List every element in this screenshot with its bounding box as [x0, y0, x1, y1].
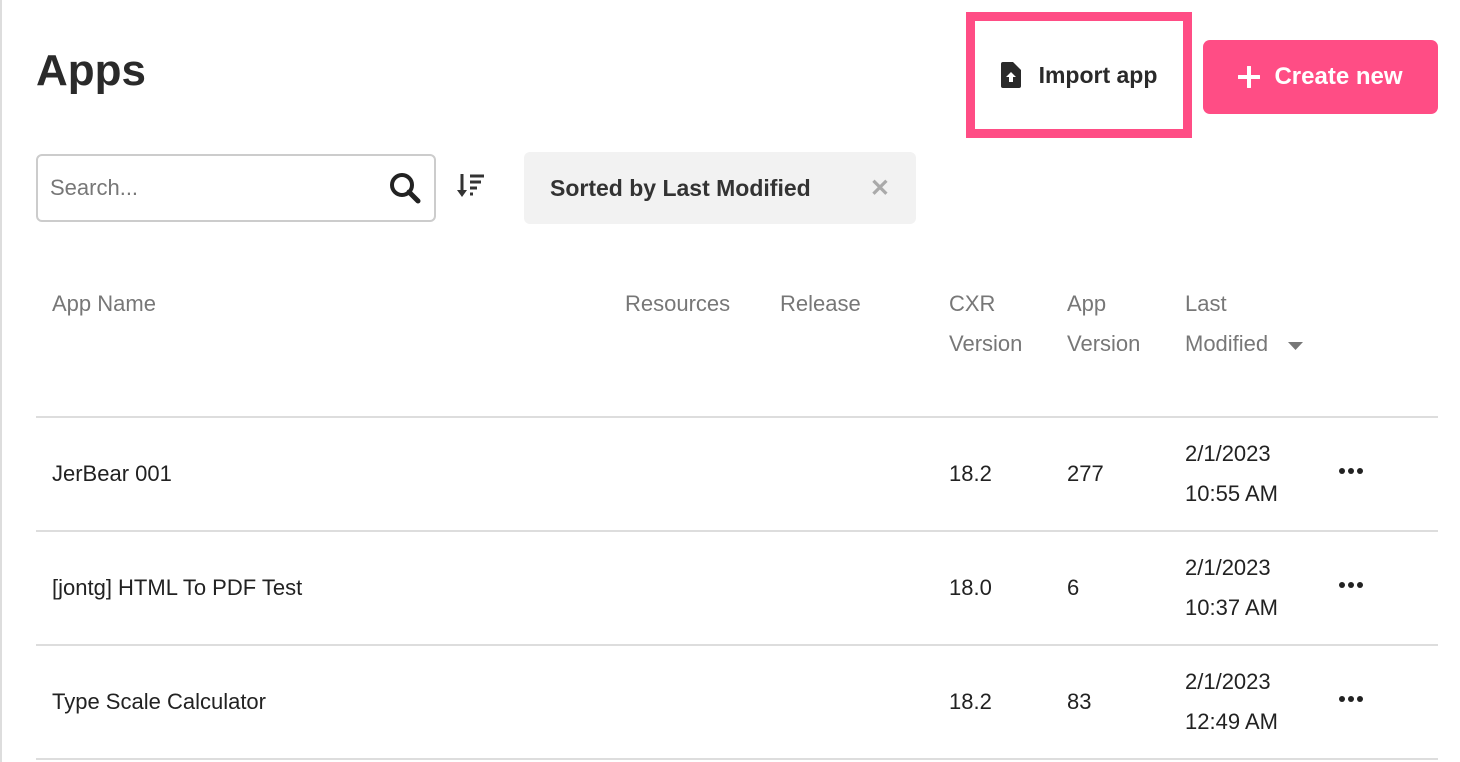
app-version-cell: 277 — [1067, 461, 1104, 486]
create-new-label: Create new — [1274, 63, 1403, 90]
sort-chip-label: Sorted by Last Modified — [550, 174, 811, 201]
header-line: Version — [1067, 331, 1141, 356]
caret-down-icon — [1288, 342, 1304, 350]
divider — [36, 644, 1438, 646]
column-header-app-name[interactable]: App Name — [52, 291, 156, 316]
divider — [36, 416, 1438, 418]
header-line: Version — [949, 331, 1023, 356]
modified-date-cell: 2/1/2023 — [1185, 669, 1271, 694]
import-app-button[interactable]: Import app — [966, 12, 1192, 138]
modified-time-cell: 10:37 AM — [1185, 595, 1278, 620]
search-field[interactable] — [36, 154, 436, 222]
cxr-version-cell: 18.2 — [949, 689, 992, 714]
header-line: App — [1067, 291, 1107, 316]
modified-date-cell: 2/1/2023 — [1185, 441, 1271, 466]
column-header-app-version[interactable]: App Version — [1067, 284, 1140, 364]
search-input[interactable] — [50, 175, 388, 201]
app-name-cell: Type Scale Calculator — [52, 689, 266, 714]
app-version-cell: 6 — [1067, 575, 1080, 600]
more-options-icon[interactable] — [1338, 466, 1366, 476]
search-icon[interactable] — [388, 171, 422, 205]
import-app-label: Import app — [1038, 61, 1158, 88]
header-line: Last — [1185, 291, 1227, 316]
create-new-button[interactable]: Create new — [1203, 40, 1438, 114]
modified-time-cell: 10:55 AM — [1185, 481, 1278, 506]
plus-icon — [1238, 66, 1261, 88]
modified-time-cell: 12:49 AM — [1185, 709, 1278, 734]
column-header-cxr-version[interactable]: CXR Version — [949, 284, 1022, 364]
page-title: Apps — [36, 46, 146, 95]
more-options-icon[interactable] — [1338, 694, 1366, 704]
column-header-resources[interactable]: Resources — [625, 291, 731, 316]
column-header-last-modified[interactable]: Last Modified — [1185, 284, 1304, 364]
close-icon[interactable]: ✕ — [869, 174, 890, 202]
sort-chip: Sorted by Last Modified ✕ — [524, 152, 916, 224]
cxr-version-cell: 18.0 — [949, 575, 992, 600]
more-options-icon[interactable] — [1338, 580, 1366, 590]
app-name-cell: JerBear 001 — [52, 461, 172, 486]
header-line: Modified — [1185, 331, 1269, 356]
app-version-cell: 83 — [1067, 689, 1092, 714]
cxr-version-cell: 18.2 — [949, 461, 992, 486]
divider — [36, 758, 1438, 760]
modified-date-cell: 2/1/2023 — [1185, 555, 1271, 580]
header-line: CXR — [949, 291, 996, 316]
sort-icon[interactable] — [457, 172, 487, 200]
column-header-release[interactable]: Release — [780, 291, 861, 316]
file-upload-icon — [1000, 62, 1021, 88]
divider — [36, 530, 1438, 532]
app-name-cell: [jontg] HTML To PDF Test — [52, 575, 303, 600]
